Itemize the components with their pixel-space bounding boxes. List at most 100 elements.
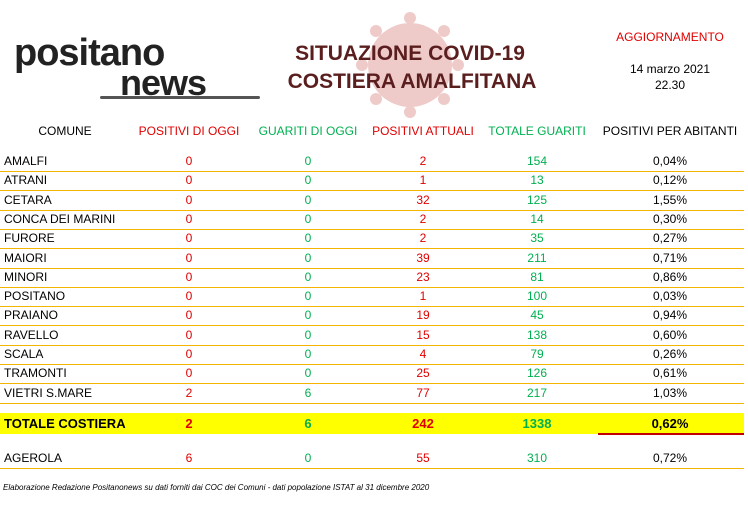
row-line — [0, 286, 744, 288]
row-value: 0 — [304, 192, 312, 207]
row-value: 0 — [304, 231, 312, 246]
row-value: 0 — [185, 269, 193, 284]
row-line — [0, 306, 744, 308]
row-value: 6 — [185, 451, 193, 465]
row-value: 0 — [185, 231, 193, 246]
row-value: 0,27% — [652, 231, 688, 246]
column-header: POSITIVI ATTUALI — [372, 124, 474, 138]
row-value: 0 — [304, 366, 312, 381]
row-name: TOTALE COSTIERA — [4, 416, 126, 431]
row-line — [0, 325, 744, 327]
row-name: MINORI — [4, 269, 48, 284]
row-value: 55 — [416, 451, 430, 465]
row-value: 77 — [416, 385, 430, 400]
row-value: 0,26% — [652, 347, 688, 361]
row-value: 0 — [304, 347, 312, 361]
row-line — [0, 267, 744, 269]
virus-decor — [356, 12, 464, 118]
row-value: 0 — [304, 211, 312, 226]
row-line — [0, 364, 744, 365]
column-header: POSITIVI PER ABITANTI — [602, 124, 738, 138]
row-line — [0, 344, 744, 346]
row-value: 0,72% — [652, 451, 688, 465]
row-value: 0,86% — [652, 269, 688, 284]
row-value: 39 — [416, 250, 430, 265]
row-line — [0, 383, 744, 385]
row-name: CETARA — [4, 192, 52, 207]
row-value: 2 — [419, 154, 427, 168]
total-underline — [598, 433, 744, 435]
column-header: TOTALE GUARITI — [488, 124, 586, 138]
row-name: MAIORI — [4, 250, 47, 265]
row-line — [0, 228, 744, 230]
logo-top: positano — [14, 32, 165, 74]
row-value: 81 — [530, 269, 544, 284]
row-value: 6 — [304, 385, 312, 400]
row-value: 0 — [304, 250, 312, 265]
row-value: 25 — [416, 366, 430, 381]
row-value: 0 — [304, 308, 312, 323]
row-value: 0 — [304, 173, 312, 188]
row-value: 0,12% — [652, 173, 688, 188]
row-value: 13 — [530, 173, 544, 188]
row-value: 0,03% — [652, 289, 688, 304]
row-value: 0 — [185, 154, 193, 168]
row-line — [0, 468, 744, 469]
row-value: 0,94% — [652, 308, 688, 323]
update-label: AGGIORNAMENTO — [616, 30, 724, 44]
row-value: 0 — [185, 327, 193, 342]
row-value: 1,55% — [652, 192, 688, 207]
row-value: 0,62% — [651, 416, 689, 431]
row-value: 0 — [185, 289, 193, 304]
row-value: 2 — [185, 416, 193, 431]
row-name: POSITANO — [4, 289, 66, 304]
row-value: 211 — [527, 250, 547, 265]
row-name: RAVELLO — [4, 327, 59, 342]
total-band — [0, 413, 744, 434]
row-value: 242 — [412, 416, 434, 431]
row-name: VIETRI S.MARE — [4, 385, 93, 400]
row-value: 45 — [530, 308, 544, 323]
row-value: 310 — [526, 451, 548, 465]
row-value: 0 — [185, 250, 193, 265]
row-name: PRAIANO — [4, 308, 59, 323]
update-date: 14 marzo 2021 — [629, 62, 711, 76]
row-value: 1338 — [522, 416, 552, 431]
row-value: 0 — [304, 451, 312, 465]
row-value: 14 — [530, 211, 544, 226]
row-value: 23 — [416, 269, 430, 284]
row-value: 2 — [419, 211, 427, 226]
row-value: 0 — [185, 173, 193, 188]
row-name: CONCA DEI MARINI — [4, 211, 116, 226]
row-name: TRAMONTI — [4, 366, 67, 381]
row-value: 1 — [419, 289, 427, 304]
row-value: 0,04% — [652, 154, 688, 168]
row-line — [0, 248, 744, 250]
row-name: AMALFI — [4, 154, 48, 168]
row-value: 0 — [185, 347, 193, 361]
row-value: 126 — [526, 366, 548, 381]
row-value: 19 — [416, 308, 430, 323]
row-value: 0 — [185, 366, 193, 381]
footer-note: Elaborazione Redazione Positanonews su d… — [3, 483, 430, 492]
row-name: SCALA — [4, 347, 44, 361]
row-value: 2 — [185, 385, 193, 400]
row-value: 6 — [304, 416, 312, 431]
row-line — [0, 402, 744, 404]
row-value: 0,61% — [652, 366, 688, 381]
row-value: 0,30% — [652, 211, 688, 226]
logo-swoosh — [100, 96, 260, 99]
title-line: SITUAZIONE COVID-19 — [295, 42, 525, 65]
row-value: 0 — [185, 211, 193, 226]
row-value: 0 — [185, 192, 193, 207]
row-value: 1 — [419, 173, 427, 188]
row-value: 32 — [416, 192, 430, 207]
row-value: 2 — [419, 231, 427, 246]
row-value: 0 — [185, 308, 193, 323]
column-header: GUARITI DI OGGI — [258, 124, 358, 138]
row-value: 138 — [526, 327, 548, 342]
row-value: 0 — [304, 154, 312, 168]
title-line: COSTIERA AMALFITANA — [287, 70, 537, 93]
row-value: 154 — [526, 154, 548, 168]
